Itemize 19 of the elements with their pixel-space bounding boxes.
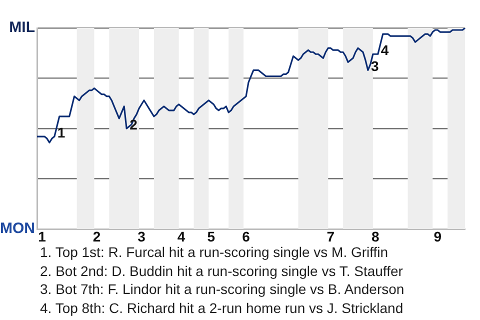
x-tick-label: 1 — [38, 228, 46, 244]
x-tick-label: 7 — [326, 228, 335, 244]
text: 4. Top 8th: C. Richard hit a 2-run home run vs J. Strickland — [40, 298, 404, 317]
text: MIL — [9, 19, 35, 36]
text: 1. Top 1st: R. Furcal hit a run-scoring single vs M. Griffin — [40, 243, 390, 262]
x-tick-label: 3 — [138, 228, 146, 244]
annotation: 4 — [380, 42, 389, 58]
x-tick-label: 2 — [92, 228, 101, 244]
annotation: 3 — [370, 58, 379, 74]
text: 2. Bot 2nd: D. Buddin hit a run-scoring single vs T. Stauffer — [40, 262, 404, 280]
x-tick-label: 9 — [434, 228, 442, 244]
annotation: 2 — [130, 116, 138, 132]
text: MON — [0, 220, 35, 238]
x-tick-label: 4 — [177, 228, 186, 244]
text: 3. Bot 7th: F. Lindor hit a run-scoring single vs B. Anderson — [40, 280, 404, 298]
annotation: 1 — [57, 124, 66, 140]
x-tick-label: 8 — [372, 228, 380, 244]
x-tick-label: 5 — [207, 228, 216, 244]
x-tick-label: 6 — [242, 228, 250, 244]
